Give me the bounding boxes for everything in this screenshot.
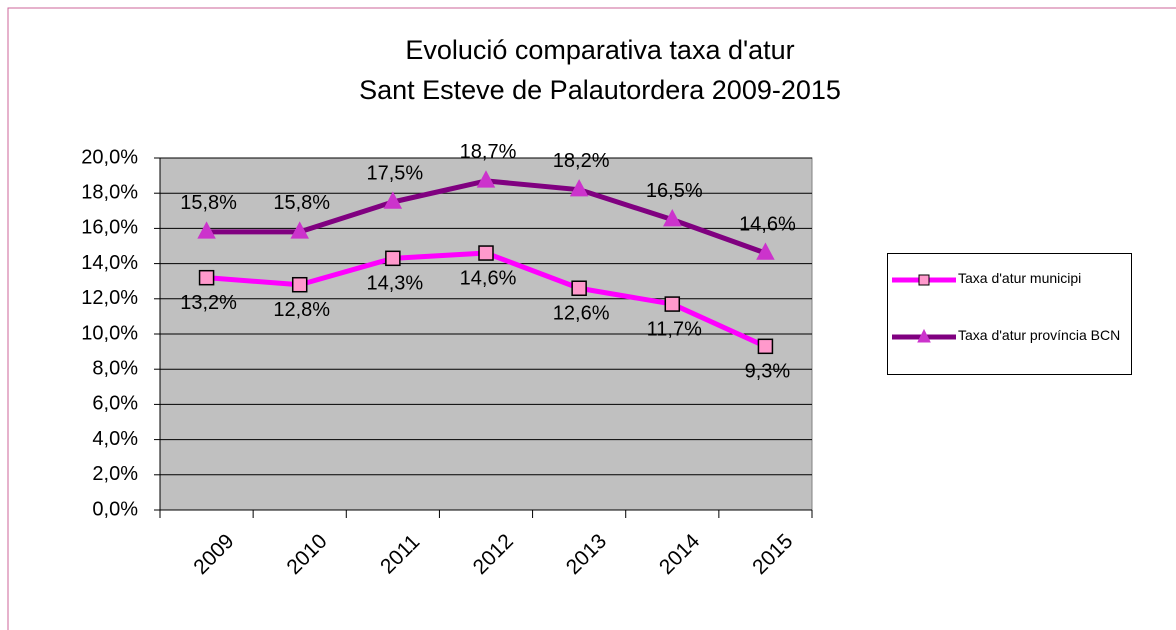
data-label: 12,6% [553,303,610,325]
legend: Taxa d'atur municipi Taxa d'atur provínci… [887,253,1132,375]
legend-label: Taxa d'atur municipi [958,270,1082,286]
data-label: 17,5% [366,162,423,184]
point-marker [383,191,403,209]
y-tick-label: 0,0% [92,498,138,520]
x-tick-label: 2014 [655,529,705,579]
point-marker [476,170,496,188]
data-label: 18,2% [553,150,610,172]
x-tick-label: 2011 [376,530,424,578]
y-tick-label: 18,0% [81,181,138,203]
x-tick-label: 2009 [189,530,238,579]
y-tick-label: 8,0% [92,357,138,379]
data-label: 11,7% [647,318,702,340]
data-label: 14,6% [460,267,517,289]
data-label: 18,7% [460,141,517,163]
data-label: 14,6% [739,213,796,235]
point-marker [756,242,775,260]
legend-item: Taxa d'atur província BCN [888,327,1131,347]
y-tick-label: 4,0% [92,428,138,450]
y-tick-label: 10,0% [81,322,138,344]
data-label: 13,2% [180,292,237,314]
x-tick-label: 2012 [469,530,518,579]
chart-title: Sant Esteve de Palautordera 2009-2015 [359,75,841,105]
point-marker [290,221,309,239]
y-tick-label: 14,0% [81,252,138,274]
y-tick-label: 6,0% [92,393,138,415]
x-tick-label: 2013 [562,530,611,579]
x-tick-label: 2015 [748,530,797,579]
point-marker [197,221,216,239]
y-tick-label: 12,0% [81,287,138,309]
data-label: 15,8% [180,192,237,214]
point-marker [757,338,774,355]
data-label: 16,5% [646,180,703,202]
data-label: 15,8% [273,192,330,214]
y-tick-label: 16,0% [81,217,138,239]
legend-label: Taxa d'atur província BCN [958,327,1121,343]
x-tick-label: 2010 [282,530,331,579]
point-marker [198,269,215,286]
legend-item: Taxa d'atur municipi [888,270,1131,290]
chart-border [7,7,1176,630]
legend-swatch [892,328,956,343]
y-tick-label: 2,0% [92,463,138,485]
point-marker [385,250,401,267]
point-marker [571,280,587,296]
chart-title: Evolució comparativa taxa d'atur [405,35,794,65]
y-tick-label: 20,0% [81,146,138,168]
data-label: 9,3% [745,361,791,383]
point-marker [663,209,682,227]
point-marker [664,296,681,312]
data-label: 12,8% [273,299,330,321]
legend-marker [917,328,931,343]
point-marker [291,276,308,293]
point-marker [478,245,494,261]
data-label: 14,3% [366,273,423,295]
point-marker [569,179,589,197]
legend-marker [918,274,930,286]
legend-swatch [892,274,956,286]
